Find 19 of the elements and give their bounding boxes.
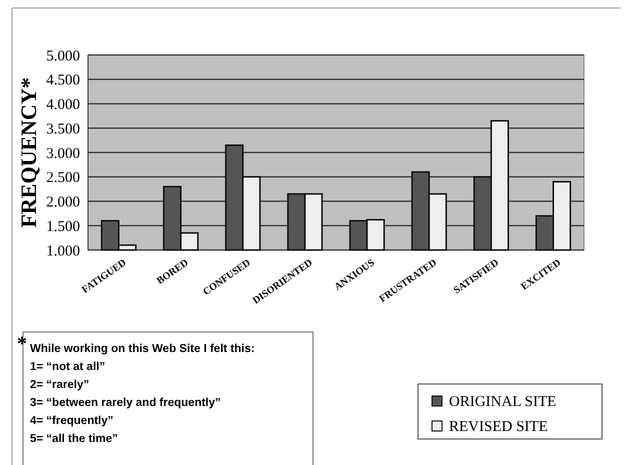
y-tick-label: 4.000: [46, 97, 80, 113]
y-tick-label: 3.000: [46, 146, 80, 162]
text: 3= “between rarely and frequently”: [30, 397, 221, 409]
text: *: [17, 333, 27, 355]
legend-label: REVISED SITE: [449, 419, 548, 435]
text: 1= “not at all”: [30, 361, 106, 373]
legend-label: ORIGINAL SITE: [449, 394, 556, 410]
y-tick-label: 2.500: [46, 170, 80, 186]
y-tick-label: 5.000: [46, 48, 80, 64]
text: 4= “frequently”: [30, 415, 114, 427]
y-tick-label: 1.000: [46, 243, 80, 260]
y-axis-title: FREQUENCY*: [16, 77, 41, 228]
y-tick-label: 4.500: [46, 72, 80, 89]
y-tick-label: 2.000: [46, 194, 80, 210]
y-tick-label: 3.500: [46, 121, 80, 138]
y-tick-label: 1.500: [46, 218, 80, 235]
text: While working on this Web Site I felt this:: [30, 343, 255, 355]
text: 5= “all the time”: [30, 433, 118, 445]
text: 2= “rarely”: [30, 379, 90, 391]
